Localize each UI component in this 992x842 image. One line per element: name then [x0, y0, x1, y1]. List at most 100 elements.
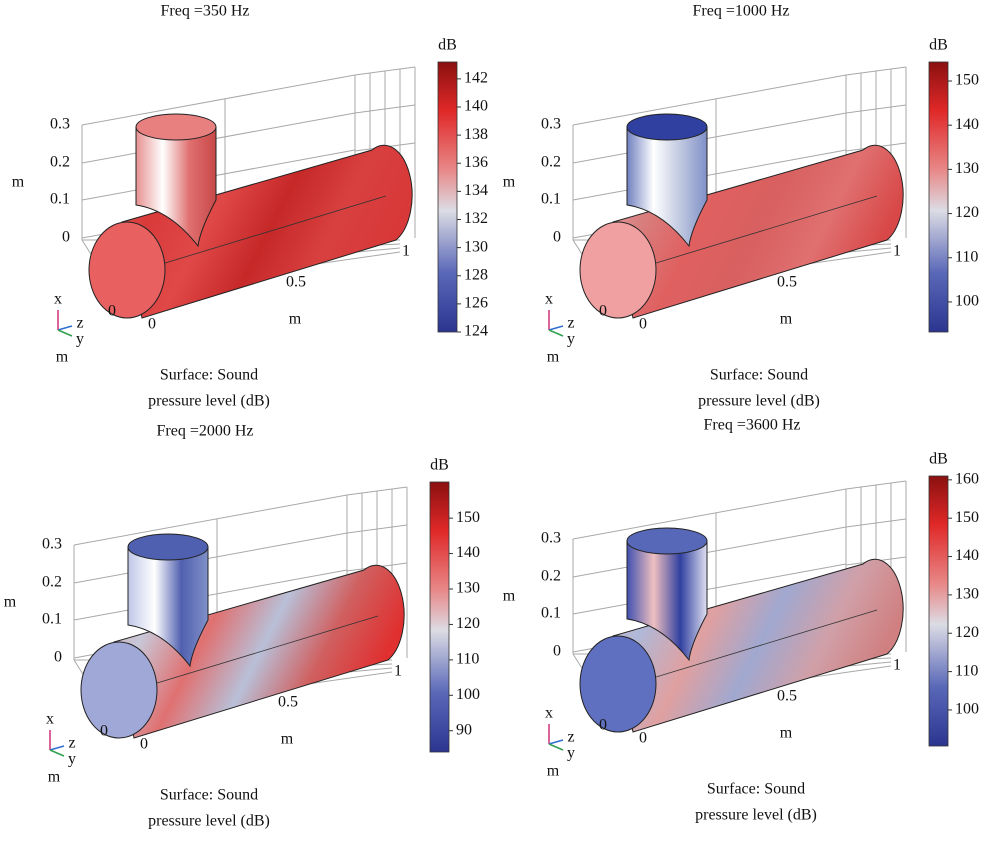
pipe-end — [580, 636, 656, 732]
colorbar-tick-label: 120 — [456, 615, 480, 632]
colorbar-tick-label: 128 — [464, 266, 488, 283]
triad-label: y — [567, 745, 575, 762]
colorbar — [430, 482, 449, 752]
y-tick-label: 1 — [893, 243, 901, 260]
y-tick-label: 1 — [893, 657, 901, 674]
triad-label: z — [76, 315, 83, 332]
pipe-end — [580, 222, 656, 318]
colorbar-tick-label: 132 — [464, 210, 488, 227]
branch-top — [627, 114, 707, 140]
grid-line — [82, 75, 355, 125]
caption: pressure level (dB) — [148, 393, 270, 410]
y-axis-label: m — [780, 311, 793, 328]
colorbar-tick-label: 140 — [464, 98, 488, 115]
colorbar-tick-label: 100 — [955, 293, 979, 310]
triad-y — [50, 750, 64, 756]
figure: Freq =350 Hzm0.30.20.1010.50m0xzymSurfac… — [0, 0, 992, 842]
grid-line — [573, 113, 846, 163]
z-tick-label: 0 — [62, 229, 70, 246]
z-tick-label: 0.2 — [42, 574, 62, 591]
z-tick-label: 0 — [553, 643, 561, 660]
colorbar — [929, 62, 948, 332]
triad-label: z — [567, 315, 574, 332]
y-tick-label: 0 — [148, 316, 156, 333]
z-axis-label: m — [12, 174, 25, 191]
colorbar-tick-label: 138 — [464, 126, 488, 143]
x-tick-label: 0 — [108, 303, 116, 320]
z-tick-label: 0.2 — [50, 154, 70, 171]
x-tick-label: 0 — [599, 303, 607, 320]
y-tick-label: 0.5 — [286, 274, 306, 291]
pipe-end — [81, 642, 157, 738]
triad-y — [549, 330, 563, 336]
panel-title: Freq =1000 Hz — [692, 3, 789, 20]
grid-line — [82, 113, 355, 163]
triad-unit: m — [48, 769, 61, 786]
triad-unit: m — [547, 763, 560, 780]
caption: Surface: Sound — [160, 367, 258, 384]
colorbar-tick-label: 126 — [464, 295, 488, 312]
colorbar-tick-label: 140 — [456, 544, 480, 561]
colorbar — [929, 476, 948, 746]
y-tick-label: 0.5 — [278, 694, 298, 711]
y-tick-label: 1 — [402, 243, 410, 260]
triad-z — [58, 326, 72, 330]
colorbar-tick-label: 124 — [464, 323, 488, 340]
colorbar-tick-label: 100 — [955, 701, 979, 718]
colorbar-tick-label: 142 — [464, 70, 488, 87]
caption: Surface: Sound — [160, 787, 258, 804]
y-tick-label: 0 — [639, 316, 647, 333]
panel-title: Freq =3600 Hz — [703, 417, 800, 434]
branch-top — [136, 114, 216, 140]
x-tick-label: 0 — [599, 717, 607, 734]
z-tick-label: 0.3 — [42, 536, 62, 553]
triad-label: z — [68, 735, 75, 752]
panel: Freq =2000 Hzm0.30.20.1010.50m0xzymSurfa… — [4, 423, 480, 830]
pipe-end — [89, 222, 165, 318]
z-tick-label: 0 — [553, 229, 561, 246]
z-tick-label: 0.1 — [541, 605, 561, 622]
panel-title: Freq =350 Hz — [160, 3, 249, 20]
triad-unit: m — [56, 349, 69, 366]
caption: pressure level (dB) — [698, 393, 820, 410]
colorbar-tick-label: 134 — [464, 182, 488, 199]
colorbar-tick-label: 160 — [955, 471, 979, 488]
colorbar-tick-label: 140 — [955, 116, 979, 133]
z-tick-label: 0 — [54, 649, 62, 666]
triad-unit: m — [547, 349, 560, 366]
triad-label: x — [54, 291, 62, 308]
triad-z — [50, 746, 64, 750]
grid-line — [573, 489, 846, 539]
colorbar-tick-label: 110 — [456, 651, 479, 668]
panel: Freq =350 Hzm0.30.20.1010.50m0xzymSurfac… — [12, 3, 488, 410]
z-tick-label: 0.3 — [541, 116, 561, 133]
colorbar-tick-label: 150 — [955, 509, 979, 526]
triad-label: z — [567, 729, 574, 746]
colorbar-tick-label: 140 — [955, 547, 979, 564]
colorbar-tick-label: 120 — [955, 624, 979, 641]
z-tick-label: 0.1 — [42, 611, 62, 628]
z-tick-label: 0.1 — [50, 191, 70, 208]
grid-line — [74, 533, 347, 583]
y-axis-label: m — [281, 731, 294, 748]
caption: Surface: Sound — [710, 367, 808, 384]
z-axis-label: m — [503, 174, 516, 191]
colorbar-tick-label: 130 — [464, 238, 488, 255]
y-tick-label: 1 — [394, 663, 402, 680]
branch-top — [627, 528, 707, 554]
colorbar — [438, 62, 457, 332]
colorbar-tick-label: 110 — [955, 248, 978, 265]
caption: pressure level (dB) — [148, 813, 270, 830]
colorbar-label: dB — [438, 37, 457, 54]
triad-z — [549, 740, 563, 744]
z-tick-label: 0.2 — [541, 154, 561, 171]
triad-label: y — [68, 751, 76, 768]
panel-title: Freq =2000 Hz — [156, 423, 253, 440]
z-tick-label: 0.1 — [541, 191, 561, 208]
page: {"panels": [ {"title": "Freq =350 Hz", "… — [0, 0, 992, 842]
colorbar-tick-label: 110 — [955, 662, 978, 679]
colorbar-tick-label: 150 — [456, 509, 480, 526]
triad-y — [58, 330, 72, 336]
z-axis-label: m — [503, 588, 516, 605]
z-tick-label: 0.3 — [541, 530, 561, 547]
